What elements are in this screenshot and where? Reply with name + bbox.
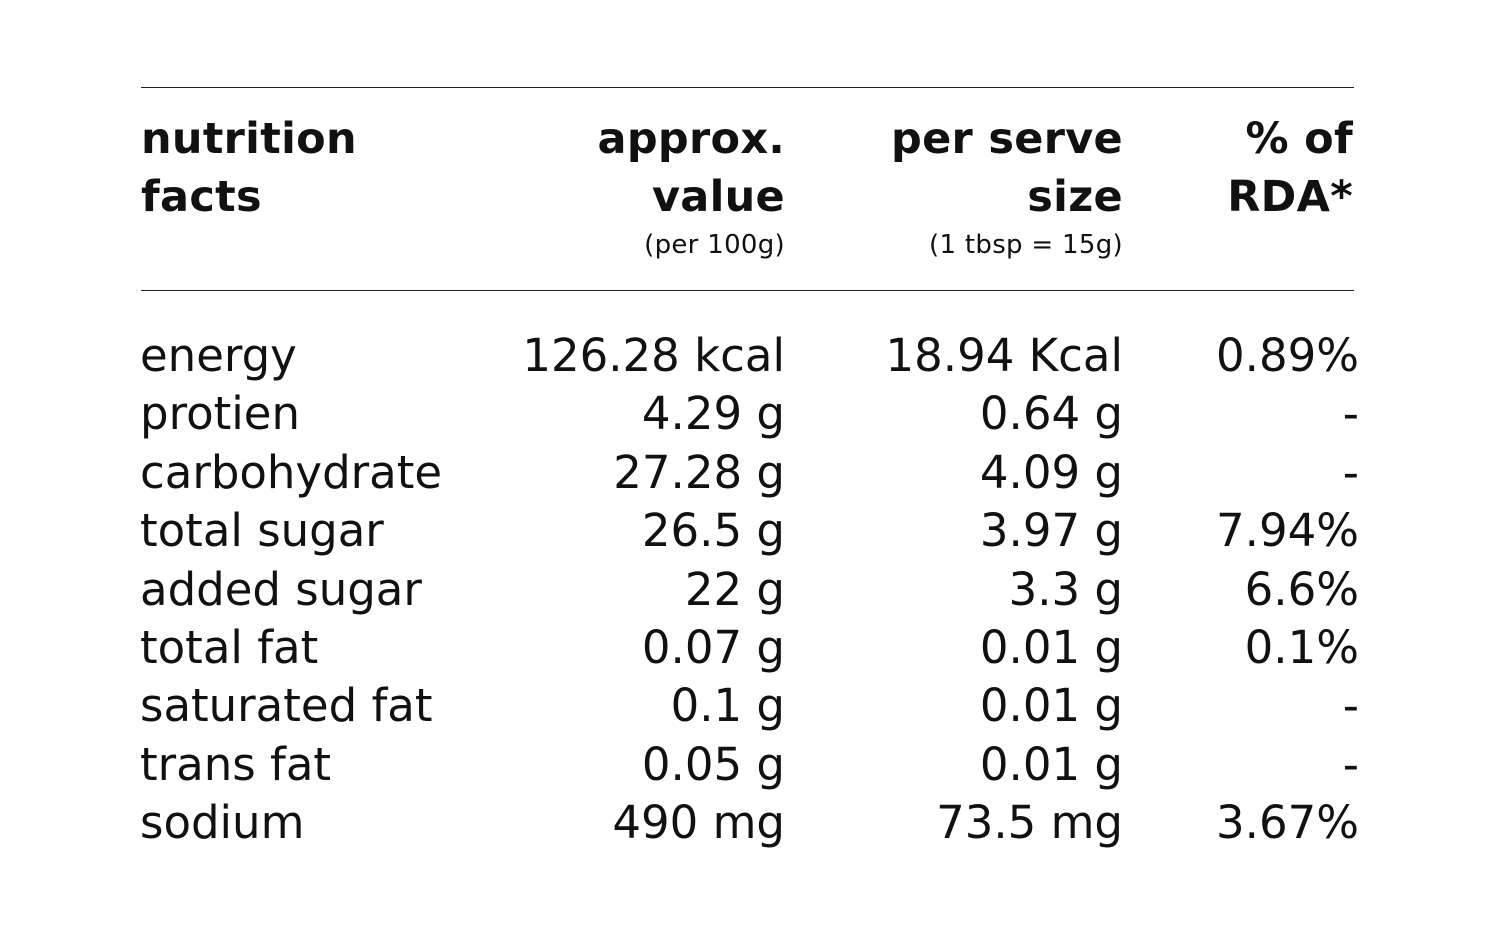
rda-percent: - <box>1342 445 1359 499</box>
table-row: energy 126.28 kcal 18.94 Kcal 0.89% <box>0 327 1500 385</box>
table-row: saturated fat 0.1 g 0.01 g - <box>0 677 1500 735</box>
header-nutrition-line2: facts <box>141 172 262 222</box>
rda-percent: 6.6% <box>1244 562 1359 616</box>
table-row: total sugar 26.5 g 3.97 g 7.94% <box>0 502 1500 560</box>
header-rda-line2: RDA* <box>1227 172 1353 222</box>
value-per-100g: 4.29 g <box>641 387 785 441</box>
nutrient-name: carbohydrate <box>140 445 443 499</box>
value-per-serve: 4.09 g <box>979 445 1123 499</box>
value-per-serve: 0.01 g <box>979 620 1123 674</box>
nutrient-name: added sugar <box>140 562 422 616</box>
value-per-serve: 73.5 mg <box>936 796 1123 850</box>
rda-percent: - <box>1342 737 1359 791</box>
value-per-100g: 22 g <box>684 562 785 616</box>
header-approx-line2: value <box>651 172 785 222</box>
table-row: sodium 490 mg 73.5 mg 3.67% <box>0 794 1500 852</box>
value-per-serve: 18.94 Kcal <box>885 329 1123 382</box>
table-row: protien 4.29 g 0.64 g - <box>0 385 1500 443</box>
header-rda: % of RDA* <box>1227 110 1353 226</box>
rda-percent: 0.89% <box>1216 329 1359 382</box>
value-per-100g: 0.1 g <box>670 679 785 733</box>
header-approx-subtitle: (per 100g) <box>644 230 785 260</box>
value-per-100g: 0.07 g <box>641 620 785 674</box>
top-divider <box>141 87 1354 88</box>
value-per-serve: 3.3 g <box>1008 562 1123 616</box>
header-serve-line2: size <box>1027 172 1123 222</box>
nutrient-name: sodium <box>140 796 305 850</box>
rda-percent: - <box>1342 387 1359 441</box>
header-nutrition-facts: nutrition facts <box>141 110 357 226</box>
value-per-100g: 0.05 g <box>641 737 785 791</box>
rda-percent: 7.94% <box>1216 504 1359 558</box>
header-divider <box>141 290 1354 291</box>
rda-percent: 0.1% <box>1244 620 1359 674</box>
value-per-100g: 490 mg <box>612 796 785 850</box>
header-approx-line1: approx. <box>597 114 785 164</box>
value-per-100g: 126.28 kcal <box>522 329 785 382</box>
nutrient-name: trans fat <box>140 737 332 791</box>
table-row: total fat 0.07 g 0.01 g 0.1% <box>0 619 1500 677</box>
nutrient-name: total sugar <box>140 504 384 558</box>
table-row: added sugar 22 g 3.3 g 6.6% <box>0 561 1500 619</box>
header-nutrition-line1: nutrition <box>141 114 357 164</box>
value-per-serve: 3.97 g <box>979 504 1123 558</box>
header-serve-subtitle: (1 tbsp = 15g) <box>929 230 1123 260</box>
header-approx-value: approx. value (per 100g) <box>598 110 786 264</box>
nutrient-name: protien <box>140 387 300 441</box>
header-per-serve-size: per serve size (1 tbsp = 15g) <box>891 110 1123 264</box>
value-per-100g: 26.5 g <box>641 504 785 558</box>
table-row: trans fat 0.05 g 0.01 g - <box>0 736 1500 794</box>
value-per-serve: 0.01 g <box>979 737 1123 791</box>
value-per-serve: 0.64 g <box>979 387 1123 441</box>
nutrient-name: saturated fat <box>140 679 433 733</box>
rda-percent: 3.67% <box>1216 796 1359 850</box>
nutrient-name: total fat <box>140 620 319 674</box>
header-rda-line1: % of <box>1245 114 1353 164</box>
nutrient-name: energy <box>140 329 297 382</box>
header-serve-line1: per serve <box>891 114 1123 164</box>
value-per-100g: 27.28 g <box>613 445 785 499</box>
table-header: nutrition facts approx. value (per 100g)… <box>0 110 1500 280</box>
rda-percent: - <box>1342 679 1359 733</box>
table-row: carbohydrate 27.28 g 4.09 g - <box>0 444 1500 502</box>
nutrition-table-body: energy 126.28 kcal 18.94 Kcal 0.89% prot… <box>0 327 1500 853</box>
value-per-serve: 0.01 g <box>979 679 1123 733</box>
